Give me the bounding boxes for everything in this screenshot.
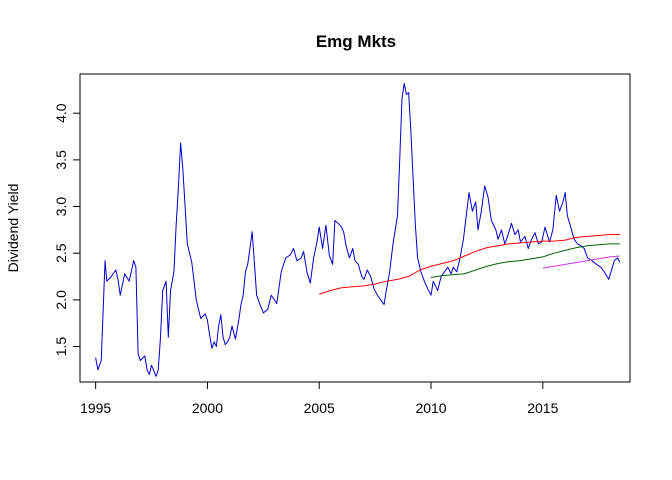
x-tick-label-1: 2000 — [192, 400, 223, 416]
y-axis-label: Dividend Yield — [5, 184, 21, 273]
series-line-3 — [542, 255, 620, 269]
y-tick-label-4: 3.5 — [53, 150, 69, 170]
y-tick-label-0: 1.5 — [53, 337, 69, 357]
x-tick-label-2: 2005 — [304, 400, 335, 416]
series-line-2 — [430, 243, 620, 278]
y-tick-label-2: 2.5 — [53, 243, 69, 263]
y-tick-label-3: 3.0 — [53, 197, 69, 217]
x-tick-label-4: 2015 — [527, 400, 558, 416]
y-axis: 1.5 2.0 2.5 3.0 3.5 4.0 — [53, 103, 81, 357]
series-line-1 — [319, 234, 620, 295]
chart-title: Emg Mkts — [316, 32, 396, 51]
y-tick-label-1: 2.0 — [53, 290, 69, 310]
y-tick-label-5: 4.0 — [53, 103, 69, 123]
x-axis: 1995 2000 2005 2010 2015 — [80, 381, 559, 416]
x-tick-label-3: 2010 — [415, 400, 446, 416]
x-tick-label-0: 1995 — [80, 400, 111, 416]
plot-area-box — [79, 73, 631, 383]
series-layer — [95, 82, 621, 377]
series-line-0 — [95, 82, 621, 377]
